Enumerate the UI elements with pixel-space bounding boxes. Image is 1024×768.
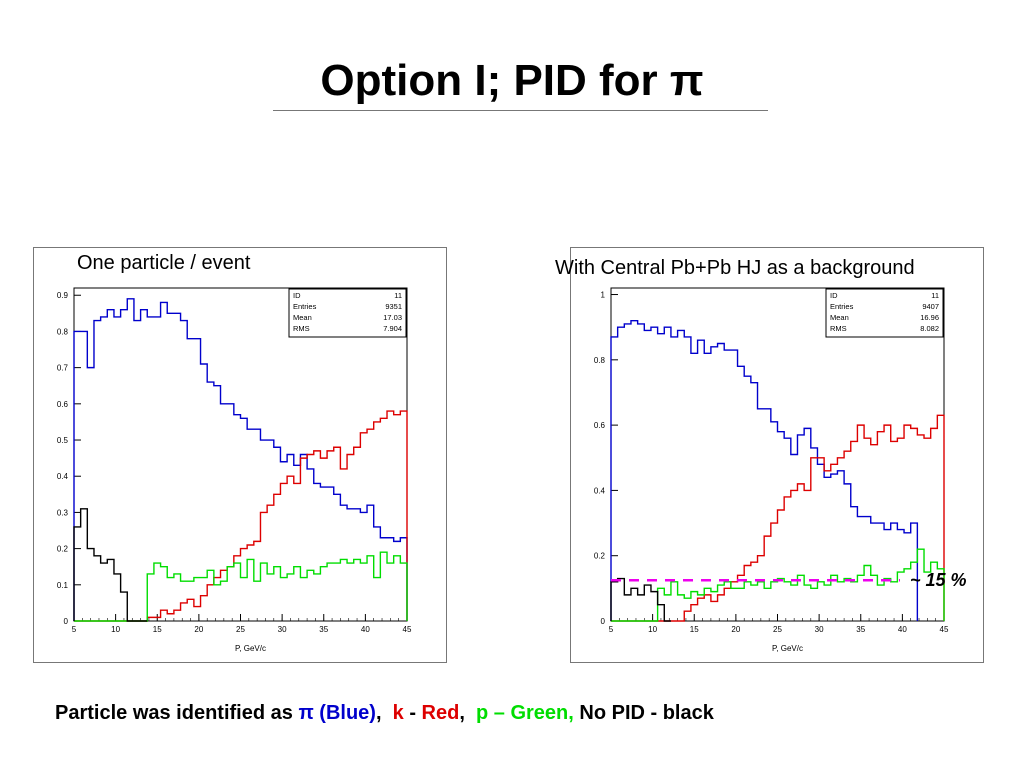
x-tick-label: 25	[773, 625, 782, 634]
y-tick-label: 0.6	[57, 400, 69, 409]
footer-dash: -	[403, 702, 422, 724]
footer-k: k	[392, 702, 404, 724]
stats-label: RMS	[293, 324, 310, 333]
stats-label: ID	[830, 291, 838, 300]
stats-value: 16.96	[920, 313, 939, 322]
histogram-series-nopid	[73, 508, 148, 622]
threshold-annotation: ~ 15 %	[910, 570, 967, 590]
x-tick-label: 5	[72, 625, 77, 634]
x-tick-label: 5	[609, 625, 614, 634]
stats-value: 8.082	[920, 324, 939, 333]
y-tick-label: 0.5	[57, 436, 69, 445]
stats-box	[288, 288, 407, 338]
histogram-series-p	[74, 551, 408, 622]
y-tick-label: 0.2	[57, 545, 69, 554]
footer-pi: π (Blue)	[298, 702, 376, 724]
x-tick-label: 40	[898, 625, 907, 634]
plot-frame	[610, 287, 945, 622]
stats-label: Mean	[830, 313, 849, 322]
x-tick-label: 30	[815, 625, 824, 634]
x-tick-label: 25	[236, 625, 245, 634]
stats-label: Entries	[293, 302, 317, 311]
x-tick-label: 20	[194, 625, 203, 634]
x-axis-label: P, GeV/c	[772, 644, 803, 653]
y-tick-label: 0	[64, 617, 69, 626]
stats-label: RMS	[830, 324, 847, 333]
x-tick-label: 15	[690, 625, 699, 634]
y-tick-label: 0.8	[594, 356, 606, 365]
chart-caption-right: With Central Pb+Pb HJ as a background	[555, 257, 915, 279]
stats-value: 11	[931, 291, 939, 300]
y-tick-label: 0.6	[594, 421, 606, 430]
y-tick-label: 0.9	[57, 291, 69, 300]
x-tick-label: 10	[111, 625, 120, 634]
legend-footer: Particle was identified as π (Blue), k -…	[55, 702, 714, 725]
y-tick-label: 0.7	[57, 364, 69, 373]
footer-p: p – Green,	[476, 702, 574, 724]
page-title: Option I; PID for π	[320, 56, 704, 105]
histogram-series-pi	[610, 319, 919, 621]
footer-nopid: No PID - black	[573, 702, 714, 724]
stats-label: Mean	[293, 313, 312, 322]
stats-box	[825, 288, 944, 338]
chart-caption-left: One particle / event	[77, 252, 251, 274]
x-tick-label: 15	[153, 625, 162, 634]
x-tick-label: 40	[361, 625, 370, 634]
stats-value: 17.03	[383, 313, 402, 322]
footer-sep-2: ,	[459, 702, 477, 724]
stats-value: 7.904	[383, 324, 402, 333]
chart-panel-right: 0 0.2 0.4 0.6 0.8 1 5 10 15 20 25 30 35 40 45 P, GeV/c I…	[570, 247, 984, 663]
x-axis-label: P, GeV/c	[235, 644, 266, 653]
x-tick-label: 35	[856, 625, 865, 634]
y-tick-label: 0.4	[57, 472, 69, 481]
stats-value: 9407	[922, 302, 939, 311]
chart-panel-left: 0 0.1 0.2 0.3 0.4 0.5 0.6 0.7 0.8 0.9 5 10 15 20 25 30 3…	[33, 247, 447, 663]
histogram-chart-right: 00.20.40.60.815 10 15 20 25 30 35 40 45P, GeV/cI…	[594, 287, 949, 653]
stats-label: ID	[293, 291, 301, 300]
histogram-series-k	[611, 414, 945, 622]
y-tick-label: 0.8	[57, 327, 69, 336]
footer-intro: Particle was identified as	[55, 702, 299, 724]
x-tick-label: 10	[648, 625, 657, 634]
footer-red: Red	[421, 702, 460, 724]
histogram-chart-left: 0 0.1 0.2 0.3 0.4 0.5 0.6 0.7 0.8 0.9 5 10 15 20 25 30 3…	[57, 287, 412, 653]
x-tick-label: 45	[940, 625, 949, 634]
y-tick-label: 0.4	[594, 486, 606, 495]
histogram-series-k	[74, 410, 408, 622]
histogram-series-nopid	[610, 577, 671, 622]
x-tick-label: 35	[319, 625, 328, 634]
y-tick-label: 0.3	[57, 508, 69, 517]
x-tick-label: 45	[403, 625, 412, 634]
histogram-series-pi	[73, 298, 408, 621]
y-tick-label: 0.1	[57, 581, 69, 590]
y-tick-label: 0.2	[594, 552, 606, 561]
x-tick-label: 20	[731, 625, 740, 634]
title-divider	[273, 110, 768, 111]
y-tick-label: 1	[601, 291, 606, 300]
x-tick-label: 30	[278, 625, 287, 634]
histogram-series-p	[611, 548, 945, 622]
stats-value: 11	[394, 291, 402, 300]
y-tick-label: 0	[601, 617, 606, 626]
footer-sep-1: ,	[375, 702, 393, 724]
stats-label: Entries	[830, 302, 854, 311]
stats-value: 9351	[385, 302, 402, 311]
